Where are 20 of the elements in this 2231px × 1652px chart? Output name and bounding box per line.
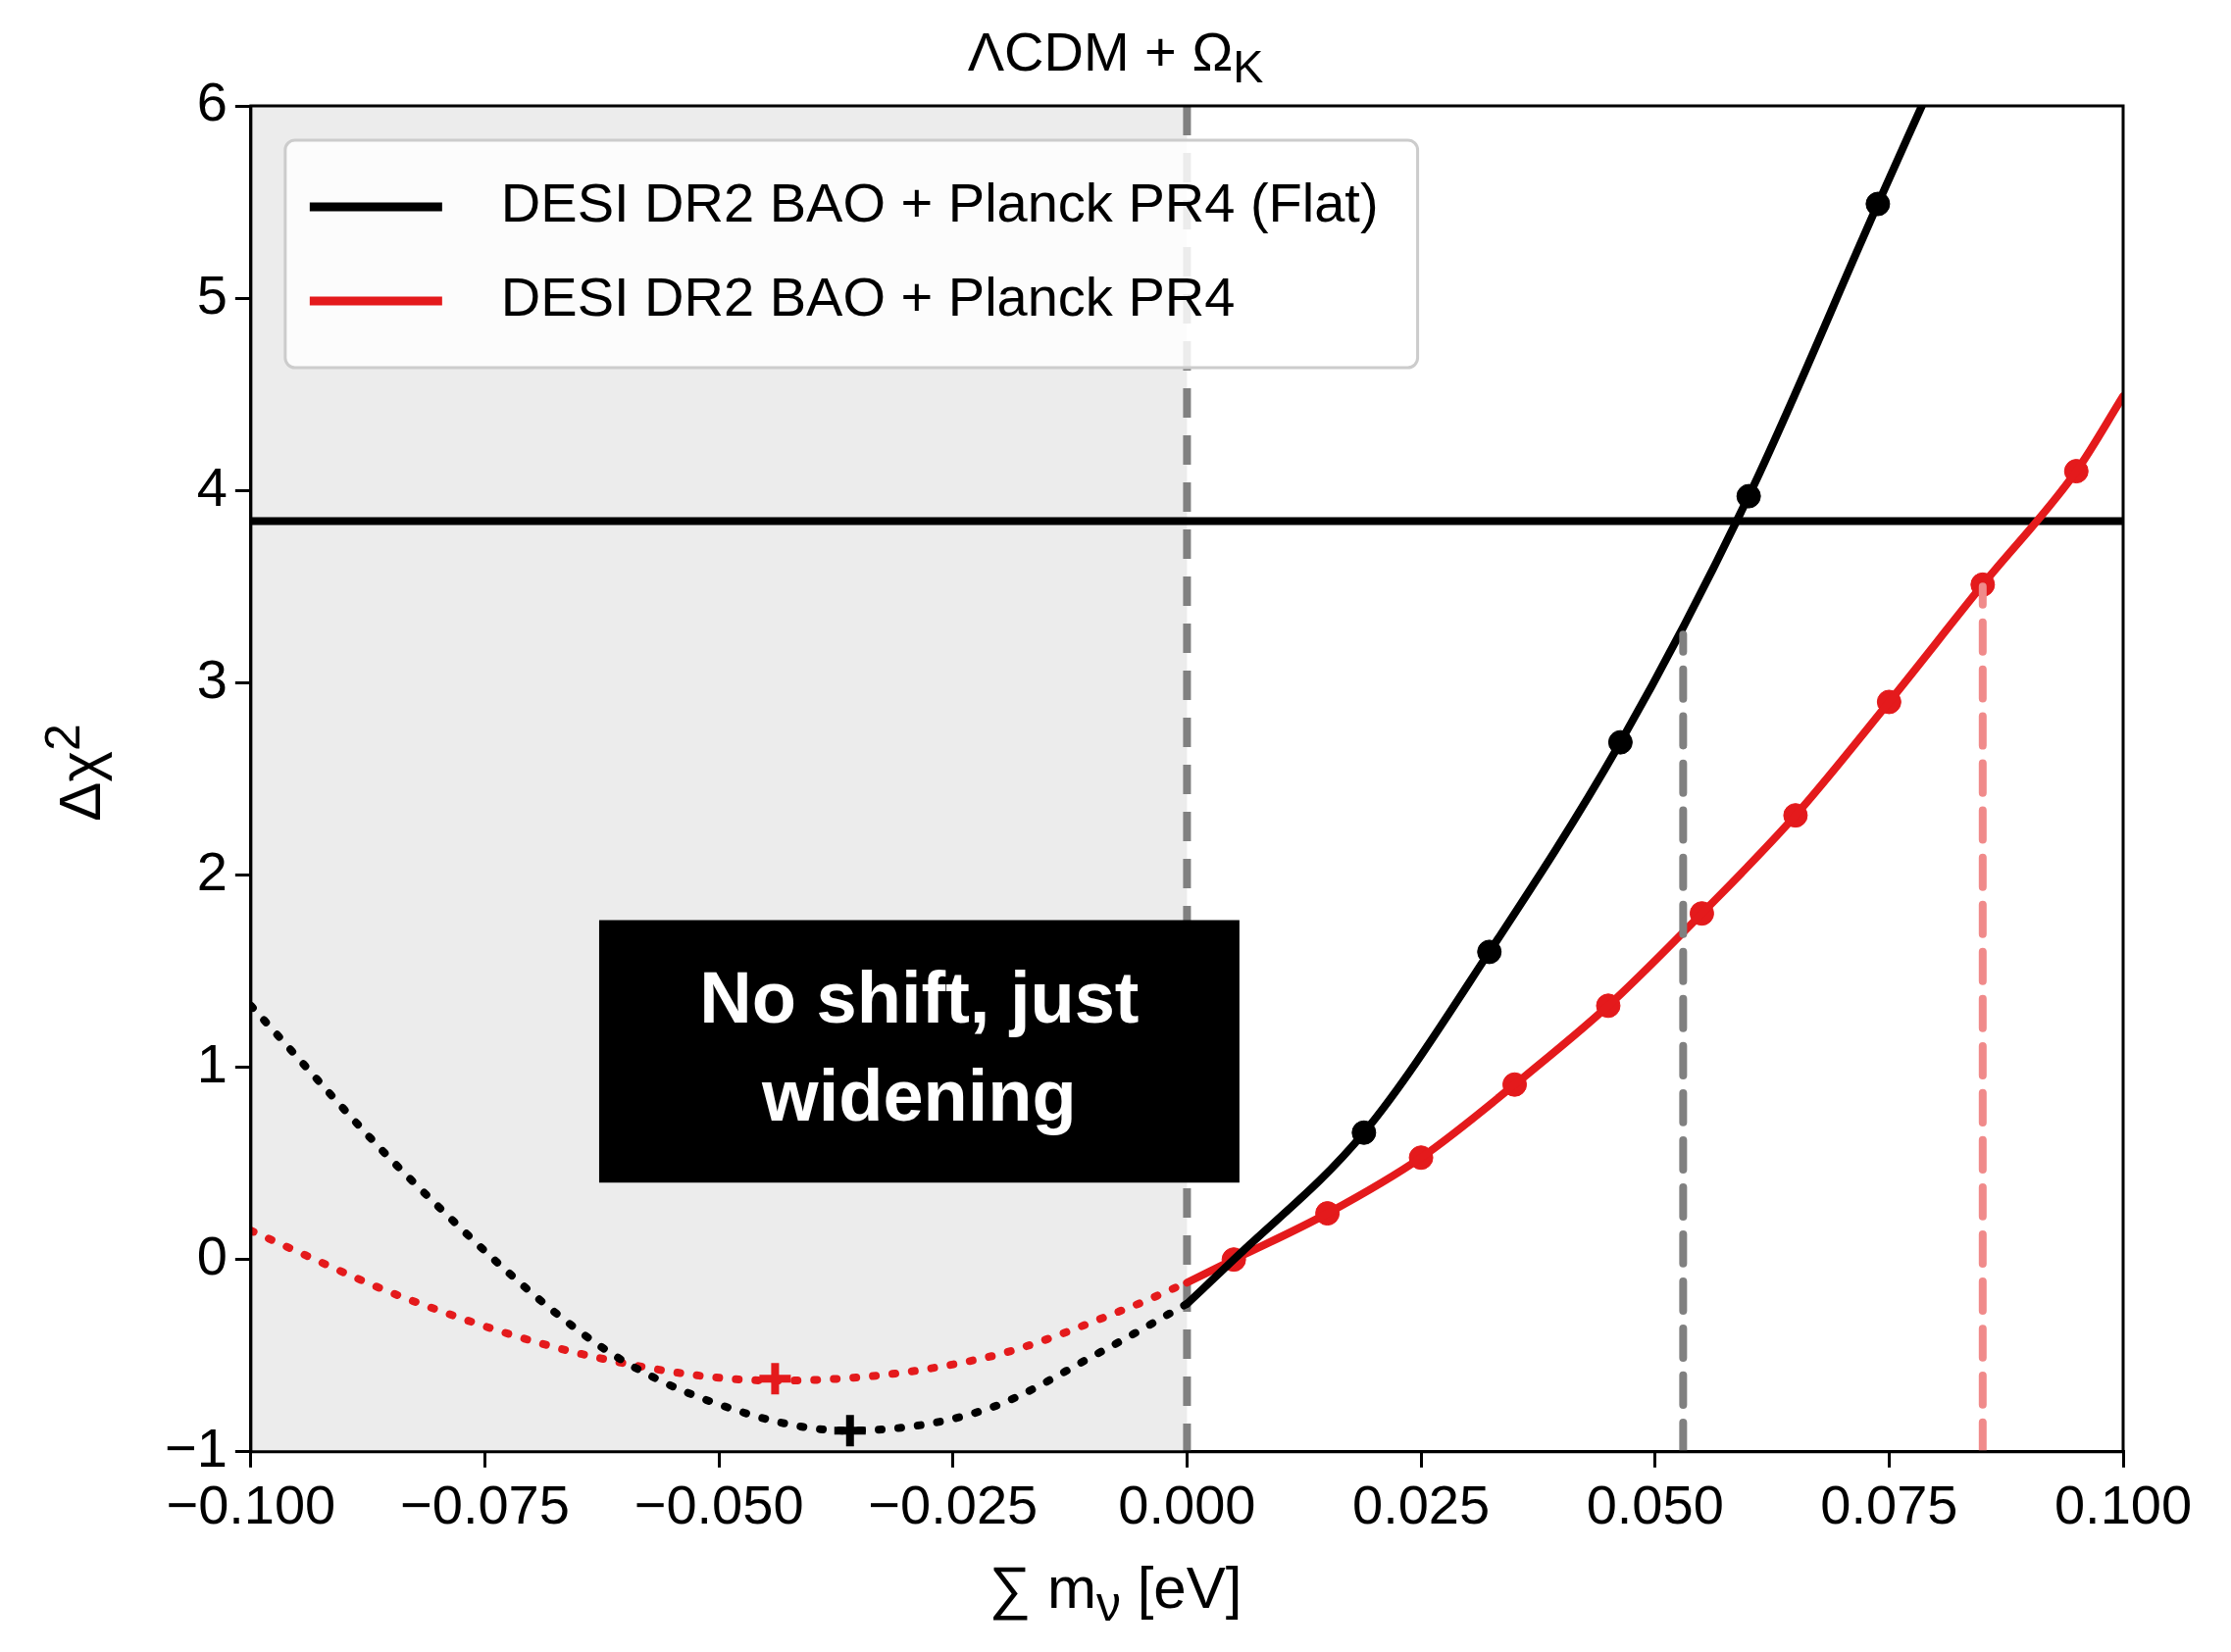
legend-label: DESI DR2 BAO + Planck PR4 (Flat) xyxy=(500,172,1379,234)
annotation: No shift, just widening xyxy=(699,956,1140,1136)
y-tick-label: 5 xyxy=(196,263,228,325)
x-tick-label: 0.025 xyxy=(1352,1473,1491,1535)
y-tick-label: 2 xyxy=(196,839,228,902)
x-tick-label: 0.100 xyxy=(2054,1473,2193,1535)
x-tick-label: −0.025 xyxy=(868,1473,1039,1535)
x-tick-label: 0.075 xyxy=(1820,1473,1958,1535)
y-tick-label: 4 xyxy=(196,455,228,518)
chart-title: ΛCDM + Ω$_{K}$ xyxy=(967,21,1264,93)
y-tick-label: 6 xyxy=(196,71,228,133)
y-tick-label: 3 xyxy=(196,647,228,710)
y-tick-label: 0 xyxy=(196,1225,228,1287)
x-tick-label: −0.075 xyxy=(400,1473,570,1535)
x-tick-label: 0.000 xyxy=(1118,1473,1256,1535)
x-tick-label: −0.050 xyxy=(634,1473,804,1535)
legend-label: DESI DR2 BAO + Planck PR4 xyxy=(500,266,1236,328)
x-axis-title: ∑ m$_{ν}$ [eV] xyxy=(988,1554,1243,1632)
y-tick-label: 1 xyxy=(196,1032,228,1095)
x-tick-label: 0.050 xyxy=(1586,1473,1724,1535)
